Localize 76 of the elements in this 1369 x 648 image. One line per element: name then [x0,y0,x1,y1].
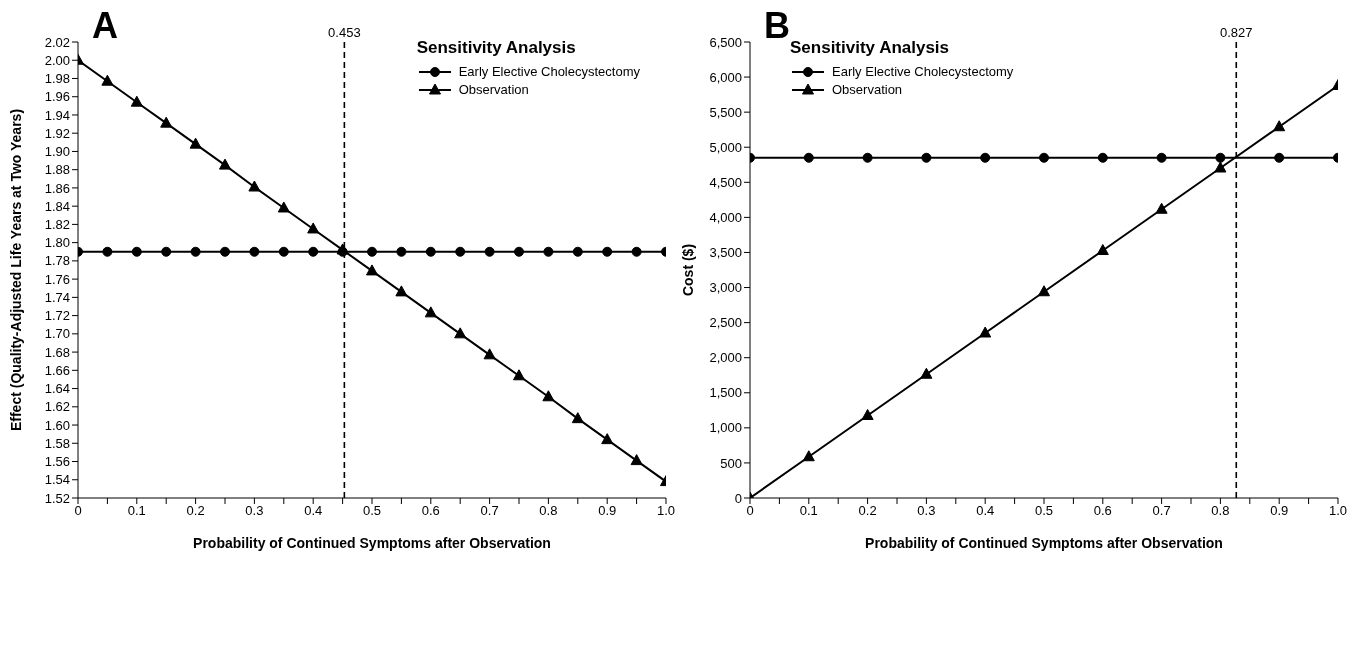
y-tick-label: 6,000 [709,69,742,85]
y-tick-label: 1.58 [44,435,70,451]
y-tick-label: 1.82 [44,217,70,233]
x-tick-label: 0.9 [598,503,617,519]
y-tick-label: 1.60 [44,417,70,433]
x-tick-label: 0.6 [1093,503,1112,519]
y-tick-label: 2,500 [709,315,742,331]
y-tick-label: 1.52 [44,490,70,506]
x-tick-label: 0.5 [362,503,382,519]
y-tick-label: 1.70 [44,326,70,342]
y-tick-label: 0 [734,490,742,506]
y-tick-label: 6,500 [709,34,742,50]
x-tick-label: 0.1 [799,503,818,519]
y-tick-label: 1.94 [44,107,70,123]
x-tick-label: 0.7 [1152,503,1171,519]
y-tick-label: 1.66 [44,362,70,378]
y-tick-label: 1.56 [44,454,70,470]
y-tick-label: 1,000 [709,420,742,436]
x-tick-label: 0 [746,503,754,519]
y-axis-title: Effect (Quality-Adjusted Life Years at Two Years) [7,108,24,432]
chart-title: B [764,5,790,46]
y-tick-label: 1.88 [44,162,70,178]
x-tick-label: 0.5 [1034,503,1054,519]
x-tick-label: 0.2 [858,503,877,519]
legend-label: Observation [832,82,903,97]
y-tick-label: 4,500 [709,174,742,190]
y-tick-label: 2.00 [44,52,70,68]
y-tick-label: 1.76 [44,271,70,287]
y-axis-title: Cost ($) [679,243,696,297]
y-tick-label: 1.74 [44,289,70,305]
x-tick-label: 0.3 [917,503,936,519]
y-tick-label: 1.54 [44,472,70,488]
chart-title: A [92,5,118,46]
y-tick-label: 1.98 [44,71,70,87]
y-tick-label: 5,500 [709,104,742,120]
ref-line-label: 0.453 [328,25,361,40]
y-tick-label: 1.72 [44,308,70,324]
y-tick-label: 1.64 [44,381,70,397]
x-tick-label: 0.1 [127,503,146,519]
y-tick-label: 500 [720,455,742,471]
y-tick-label: 4,000 [709,210,742,225]
legend-title: Sensitivity Analysis [790,38,951,58]
y-tick-label: 1.90 [44,144,70,160]
x-tick-label: 0.8 [539,503,558,519]
y-tick-label: 1.84 [44,198,70,214]
legend-title: Sensitivity Analysis [416,38,577,58]
x-axis-title: Probability of Continued Symptoms after Observation [193,535,551,551]
legend-label: Early Elective Cholecystectomy [832,64,1014,79]
x-tick-label: 1.0 [656,503,676,519]
y-tick-label: 2,000 [709,350,742,366]
legend-label: Early Elective Cholecystectomy [458,64,640,79]
x-tick-label: 0.6 [421,503,440,519]
x-tick-label: 0.9 [1270,503,1289,519]
y-tick-label: 1.92 [44,125,70,141]
y-tick-label: 1.86 [44,180,70,196]
x-axis-title: Probability of Continued Symptoms after Observation [865,535,1223,551]
legend-label: Observation [458,82,529,97]
y-tick-label: 1.80 [44,235,70,251]
x-tick-label: 0.4 [976,503,995,519]
y-tick-label: 1.68 [44,344,70,360]
y-tick-label: 3,000 [709,280,742,296]
y-tick-label: 1.96 [44,89,70,105]
x-tick-label: 0.3 [245,503,264,519]
y-tick-label: 2.02 [44,34,70,50]
y-tick-label: 1.78 [44,253,70,269]
ref-line-label: 0.827 [1220,25,1253,40]
y-tick-label: 3,500 [709,245,742,261]
x-tick-label: 0 [74,503,82,519]
x-tick-label: 1.0 [1328,503,1348,519]
x-tick-label: 0.8 [1211,503,1230,519]
y-tick-label: 5,000 [709,139,742,155]
x-tick-label: 0.4 [304,503,323,519]
y-tick-label: 1,500 [709,385,742,401]
x-tick-label: 0.2 [186,503,205,519]
x-tick-label: 0.7 [480,503,499,519]
y-tick-label: 1.62 [44,399,70,415]
